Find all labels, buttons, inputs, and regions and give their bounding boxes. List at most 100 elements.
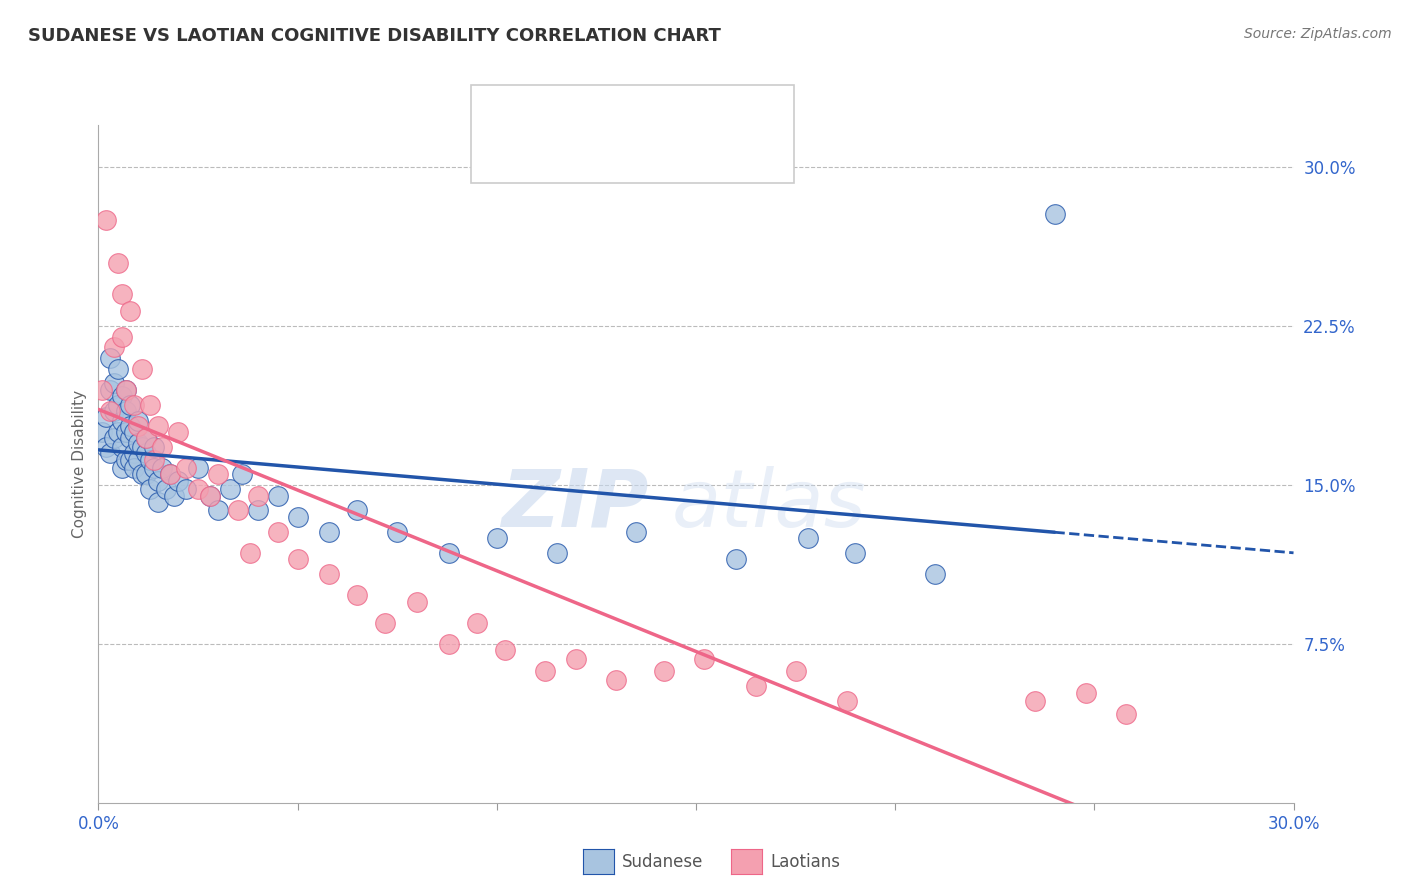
Point	[127, 452, 149, 467]
Point	[124, 446, 146, 460]
Point	[135, 467, 157, 482]
Point	[148, 474, 170, 488]
Text: SUDANESE VS LAOTIAN COGNITIVE DISABILITY CORRELATION CHART: SUDANESE VS LAOTIAN COGNITIVE DISABILITY…	[28, 27, 721, 45]
Text: N = 46: N = 46	[648, 150, 702, 164]
Point	[150, 461, 173, 475]
Point	[143, 461, 166, 475]
Point	[605, 673, 627, 687]
Point	[115, 452, 138, 467]
Point	[494, 643, 516, 657]
Point	[115, 383, 138, 397]
Point	[127, 418, 149, 433]
Point	[91, 383, 114, 397]
Point	[187, 461, 209, 475]
Point	[174, 483, 197, 497]
Point	[120, 418, 142, 433]
Point	[437, 637, 460, 651]
Point	[100, 404, 122, 418]
Point	[924, 567, 946, 582]
Point	[231, 467, 253, 482]
Point	[318, 567, 340, 582]
Text: Laotians: Laotians	[770, 853, 841, 871]
Point	[207, 503, 229, 517]
Point	[96, 213, 118, 227]
Point	[120, 398, 142, 412]
Point	[652, 665, 675, 679]
Point	[131, 361, 153, 376]
Point	[167, 425, 190, 439]
Point	[207, 467, 229, 482]
Point	[287, 509, 309, 524]
Point	[100, 446, 122, 460]
Point	[111, 461, 134, 475]
Point	[267, 489, 290, 503]
Point	[246, 503, 269, 517]
Point	[143, 440, 166, 454]
Point	[1043, 207, 1066, 221]
Point	[318, 524, 340, 539]
Y-axis label: Cognitive Disability: Cognitive Disability	[72, 390, 87, 538]
Point	[724, 552, 747, 566]
Point	[103, 376, 125, 391]
Point	[91, 425, 114, 439]
Text: R = -0.416: R = -0.416	[529, 150, 610, 164]
Point	[287, 552, 309, 566]
Point	[107, 361, 129, 376]
Point	[124, 425, 146, 439]
Point	[148, 418, 170, 433]
Point	[745, 679, 768, 693]
Point	[111, 330, 134, 344]
Point	[174, 461, 197, 475]
Point	[115, 404, 138, 418]
Text: atlas: atlas	[672, 466, 868, 543]
Point	[150, 440, 173, 454]
Point	[346, 503, 368, 517]
Point	[103, 340, 125, 354]
Point	[198, 489, 221, 503]
Point	[96, 410, 118, 425]
Point	[626, 524, 648, 539]
Point	[135, 446, 157, 460]
Point	[107, 425, 129, 439]
Point	[167, 474, 190, 488]
Point	[111, 389, 134, 403]
Point	[1115, 706, 1137, 721]
Point	[115, 425, 138, 439]
Point	[120, 304, 142, 318]
Point	[485, 531, 508, 545]
Point	[226, 503, 249, 517]
Point	[127, 435, 149, 450]
Point	[155, 483, 177, 497]
Point	[406, 594, 429, 608]
Point	[96, 440, 118, 454]
Text: Source: ZipAtlas.com: Source: ZipAtlas.com	[1244, 27, 1392, 41]
Point	[120, 432, 142, 446]
Point	[465, 615, 488, 630]
Point	[107, 398, 129, 412]
Point	[239, 546, 262, 560]
Point	[103, 404, 125, 418]
Point	[546, 546, 568, 560]
Point	[120, 452, 142, 467]
Point	[131, 467, 153, 482]
Point	[139, 398, 162, 412]
Point	[135, 432, 157, 446]
Point	[124, 398, 146, 412]
Point	[385, 524, 409, 539]
Point	[837, 694, 859, 708]
Text: N = 67: N = 67	[648, 106, 702, 120]
Text: ZIP: ZIP	[501, 466, 648, 543]
Point	[127, 415, 149, 429]
Point	[100, 351, 122, 365]
Point	[159, 467, 181, 482]
Point	[107, 255, 129, 269]
Point	[111, 440, 134, 454]
Point	[198, 489, 221, 503]
Point	[246, 489, 269, 503]
Point	[1024, 694, 1046, 708]
Point	[844, 546, 866, 560]
Point	[374, 615, 396, 630]
Point	[131, 440, 153, 454]
Text: Sudanese: Sudanese	[621, 853, 703, 871]
Point	[267, 524, 290, 539]
